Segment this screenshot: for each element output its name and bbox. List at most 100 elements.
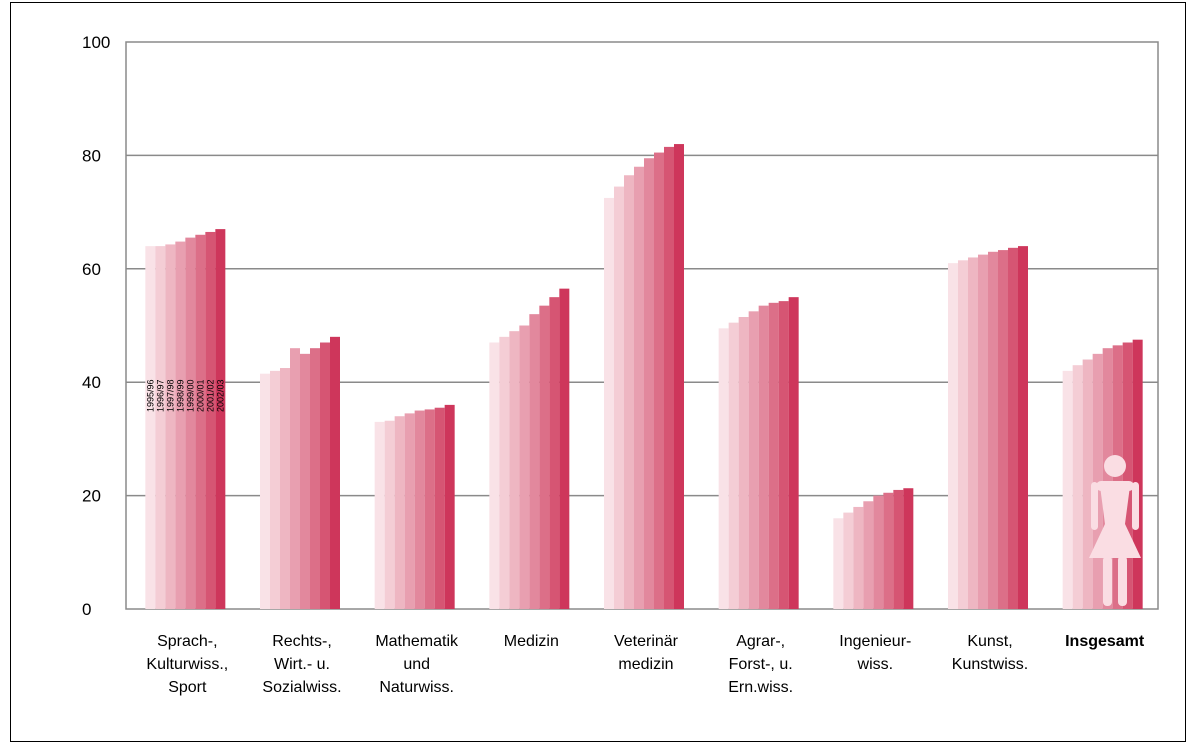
x-category-label: Sprach-, xyxy=(157,633,217,650)
bar xyxy=(310,348,320,609)
bar xyxy=(1018,246,1028,609)
x-category-label: Forst-, u. xyxy=(729,656,793,673)
series-legend-labels: 1995/96 1996/97 1997/98 1998/99 1999/00 2000/… xyxy=(145,379,225,412)
bar xyxy=(260,373,270,609)
bar xyxy=(509,331,520,609)
bar xyxy=(290,348,300,609)
x-category-label: Kulturwiss., xyxy=(146,656,228,673)
bar xyxy=(1008,247,1018,610)
bar xyxy=(998,250,1008,610)
bar xyxy=(300,353,310,609)
bar xyxy=(948,263,958,609)
bar xyxy=(614,186,624,609)
bar xyxy=(1122,342,1133,609)
bar xyxy=(270,370,280,609)
bar xyxy=(903,488,914,609)
bar xyxy=(519,325,530,609)
bar xyxy=(718,328,729,609)
bar xyxy=(155,246,166,609)
y-tick-label: 0 xyxy=(82,600,91,619)
bar xyxy=(748,311,759,609)
bar xyxy=(374,421,385,609)
y-tick-label: 100 xyxy=(82,33,110,52)
bar xyxy=(788,297,799,609)
bar xyxy=(205,231,216,609)
bar xyxy=(978,254,988,609)
bar xyxy=(768,302,779,609)
bar xyxy=(863,501,874,609)
series-label: 2002/03 xyxy=(215,379,225,412)
bar xyxy=(549,297,560,609)
bar xyxy=(634,166,644,610)
bar xyxy=(215,229,226,610)
bar xyxy=(529,314,540,609)
x-category-label: Agrar-, xyxy=(736,633,785,650)
bar xyxy=(644,158,654,610)
y-tick-label: 60 xyxy=(82,260,101,279)
y-tick-label: 80 xyxy=(82,146,101,165)
bar xyxy=(958,260,968,609)
series-label: 1999/00 xyxy=(185,379,195,412)
x-category-label: Mathematik xyxy=(375,633,459,650)
bar xyxy=(624,175,634,609)
bar xyxy=(883,492,894,609)
bar xyxy=(404,413,415,609)
y-tick-label: 20 xyxy=(82,487,101,506)
bar xyxy=(394,416,405,609)
x-category-label: Wirt.- u. xyxy=(274,656,330,673)
bar xyxy=(843,512,854,609)
bar xyxy=(674,144,684,609)
bar xyxy=(489,342,500,609)
bar xyxy=(175,241,186,610)
x-category-label: Rechts-, xyxy=(272,633,332,650)
bar xyxy=(604,197,614,610)
bar xyxy=(559,288,570,609)
bar xyxy=(320,342,330,609)
series-label: 1996/97 xyxy=(155,379,165,412)
series-label: 2001/02 xyxy=(205,379,215,412)
bar xyxy=(330,336,340,609)
bar xyxy=(384,420,395,609)
x-category-label: Veterinär xyxy=(614,633,679,650)
bar xyxy=(145,246,156,609)
bar xyxy=(654,152,664,609)
bar xyxy=(1062,370,1073,609)
bar xyxy=(195,234,206,609)
bar xyxy=(988,251,998,610)
bar xyxy=(424,409,435,609)
bars xyxy=(145,144,1143,610)
bar xyxy=(414,410,425,609)
bar xyxy=(444,404,455,609)
x-category-label: Kunstwiss. xyxy=(952,656,1028,673)
bar xyxy=(853,506,864,609)
x-category-label: und xyxy=(403,656,430,673)
woman-figure-part xyxy=(1132,482,1139,530)
y-tick-label: 40 xyxy=(82,373,101,392)
series-label: 1998/99 xyxy=(175,379,185,412)
series-label: 1997/98 xyxy=(165,379,175,412)
bar xyxy=(434,407,445,609)
series-label: 2000/01 xyxy=(195,379,205,412)
bar xyxy=(280,368,290,609)
x-category-label: Medizin xyxy=(504,633,559,650)
x-category-label: Sport xyxy=(168,679,207,696)
x-category-label: medizin xyxy=(618,656,673,673)
woman-figure-icon xyxy=(1089,455,1141,606)
bar xyxy=(185,237,196,610)
bar xyxy=(499,336,510,609)
bar xyxy=(968,257,978,609)
bar xyxy=(1102,348,1113,609)
x-category-label: Kunst, xyxy=(967,633,1012,650)
bar xyxy=(778,301,789,609)
bar xyxy=(1072,365,1083,609)
bar xyxy=(728,322,739,609)
bar xyxy=(1082,359,1093,609)
woman-figure-part xyxy=(1118,556,1127,606)
woman-figure-part xyxy=(1103,556,1112,606)
bar xyxy=(758,305,769,609)
series-label: 1995/96 xyxy=(145,379,155,412)
x-axis-category-labels: Sprach-, Kulturwiss., Sport Rechts-, Wirt.- … xyxy=(146,633,1144,696)
bar xyxy=(664,146,674,609)
woman-figure-part xyxy=(1104,455,1126,477)
